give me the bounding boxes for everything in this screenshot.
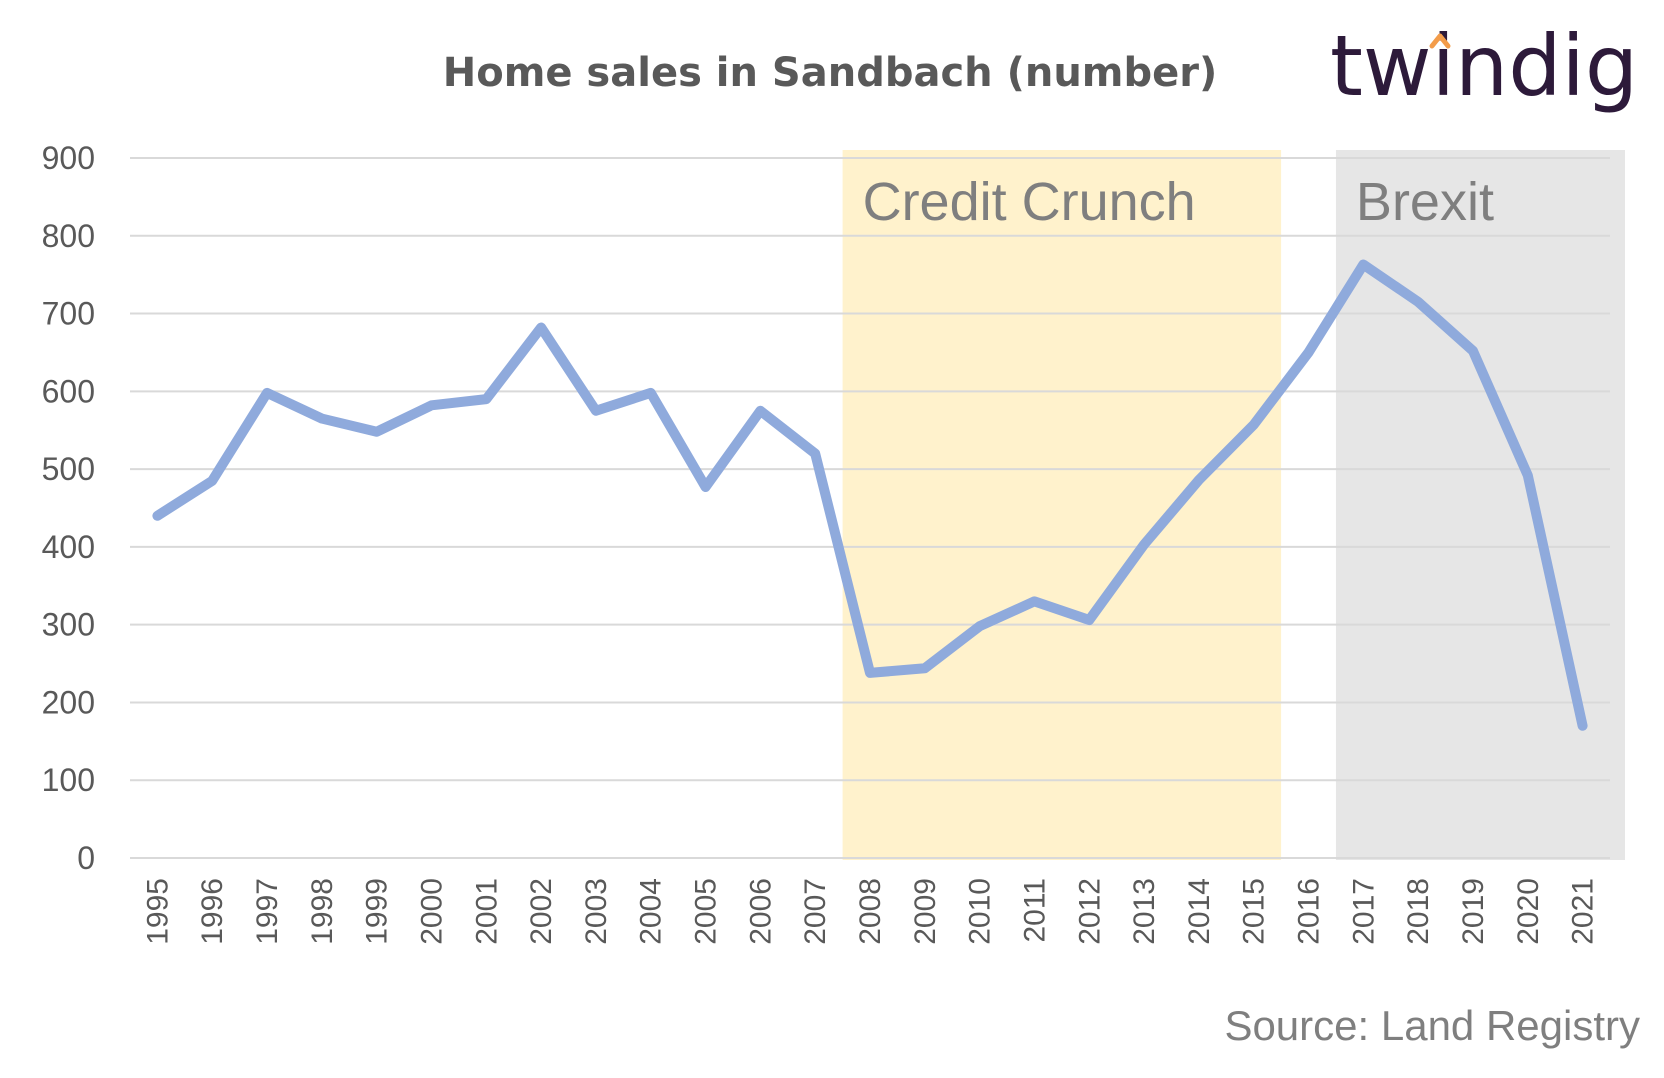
data-point-2002 <box>540 326 543 329</box>
y-tick-900: 900 <box>42 140 95 176</box>
x-tick-2009: 2009 <box>909 878 942 945</box>
chart-title: Home sales in Sandbach (number) <box>443 50 1218 96</box>
data-point-2000 <box>430 404 433 407</box>
series-line-layer <box>152 259 1588 731</box>
y-tick-0: 0 <box>77 840 95 876</box>
data-point-2004 <box>649 391 652 394</box>
x-tick-2008: 2008 <box>854 878 887 945</box>
data-point-1997 <box>266 391 269 394</box>
x-tick-1998: 1998 <box>306 878 339 945</box>
grid-layer <box>130 157 1610 859</box>
x-tick-2000: 2000 <box>415 878 448 945</box>
bands-layer: Credit Crunch Brexit <box>842 150 1625 860</box>
band-1 <box>1335 150 1625 860</box>
x-tick-2013: 2013 <box>1128 878 1161 945</box>
x-tick-2016: 2016 <box>1293 878 1326 945</box>
x-tick-2019: 2019 <box>1457 878 1490 945</box>
data-point-2010 <box>978 625 981 628</box>
data-point-2015 <box>1252 423 1255 426</box>
y-tick-700: 700 <box>42 296 95 332</box>
data-point-2019 <box>1471 349 1474 352</box>
data-point-2008 <box>869 671 871 674</box>
x-tick-2011: 2011 <box>1018 878 1051 943</box>
band-label-1: Brexit <box>1356 172 1494 232</box>
data-point-2017 <box>1362 263 1365 266</box>
x-tick-2001: 2001 <box>470 878 503 945</box>
y-tick-400: 400 <box>42 529 95 565</box>
x-tick-2010: 2010 <box>964 878 997 945</box>
x-tick-1999: 1999 <box>361 878 394 945</box>
y-tick-300: 300 <box>42 607 95 643</box>
x-tick-2014: 2014 <box>1183 878 1216 945</box>
x-tick-2004: 2004 <box>635 878 668 945</box>
x-axis-ticks: 1995 1996 1997 1998 1999 2000 2001 2002 2003 2004… <box>141 878 1599 945</box>
x-tick-2012: 2012 <box>1073 878 1106 945</box>
x-tick-2017: 2017 <box>1347 878 1380 945</box>
data-point-2020 <box>1526 474 1529 477</box>
x-tick-2020: 2020 <box>1512 878 1545 945</box>
data-point-1998 <box>320 417 323 420</box>
x-tick-1997: 1997 <box>251 878 284 945</box>
data-point-1999 <box>375 430 378 433</box>
x-tick-2018: 2018 <box>1402 878 1435 945</box>
data-point-2006 <box>759 409 762 412</box>
data-point-2012 <box>1088 619 1091 621</box>
data-point-2001 <box>485 398 488 401</box>
data-point-2005 <box>704 486 707 488</box>
data-point-2014 <box>1197 479 1200 481</box>
source-note: Source: Land Registry <box>1224 1002 1640 1049</box>
data-point-1995 <box>156 514 159 517</box>
data-point-2009 <box>923 667 926 670</box>
x-tick-2002: 2002 <box>525 878 558 945</box>
y-axis-ticks: 0 100 200 300 400 500 600 700 800 900 <box>42 140 95 876</box>
y-tick-100: 100 <box>42 762 95 798</box>
x-tick-1996: 1996 <box>196 878 229 945</box>
data-point-2018 <box>1417 300 1420 303</box>
x-tick-2007: 2007 <box>799 878 832 945</box>
x-tick-2003: 2003 <box>580 878 613 945</box>
twindig-logo: twindig <box>1330 17 1638 115</box>
data-point-2013 <box>1143 543 1146 546</box>
data-point-2011 <box>1033 600 1036 603</box>
logo-text: twindig <box>1330 17 1638 115</box>
x-tick-1995: 1995 <box>141 878 174 945</box>
data-point-2016 <box>1307 351 1310 354</box>
logo-accent-icon <box>1429 33 1451 49</box>
band-label-0: Credit Crunch <box>863 172 1196 232</box>
data-point-2021 <box>1581 724 1584 727</box>
x-tick-2006: 2006 <box>744 878 777 945</box>
x-tick-2021: 2021 <box>1567 878 1600 945</box>
y-tick-800: 800 <box>42 218 95 254</box>
x-tick-2005: 2005 <box>690 878 723 945</box>
x-tick-2015: 2015 <box>1238 878 1271 945</box>
data-point-1996 <box>211 479 214 482</box>
y-tick-200: 200 <box>42 684 95 720</box>
data-point-2007 <box>814 452 817 455</box>
y-tick-600: 600 <box>42 373 95 409</box>
band-0 <box>842 150 1282 860</box>
data-point-2003 <box>594 409 597 412</box>
y-tick-500: 500 <box>42 451 95 487</box>
